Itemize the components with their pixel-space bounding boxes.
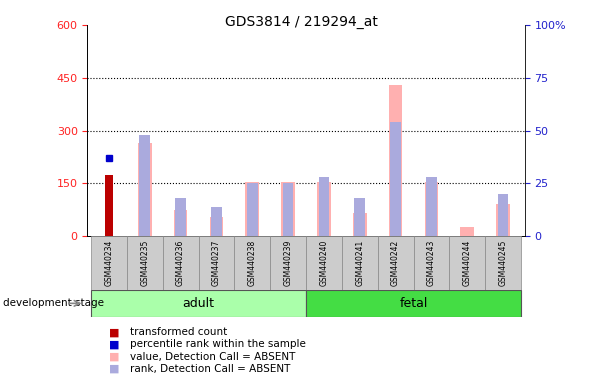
Bar (355, 198, 365, 236)
Text: ■: ■ (109, 339, 120, 349)
Text: GSM440235: GSM440235 (140, 240, 150, 286)
Bar (105, 175, 113, 236)
Text: GSM440241: GSM440241 (355, 240, 364, 286)
Text: GSM440236: GSM440236 (176, 240, 185, 286)
Bar (389, 85, 402, 236)
Bar (139, 135, 150, 236)
Bar (449, 236, 485, 290)
Bar (247, 184, 257, 236)
Bar (377, 236, 414, 290)
Text: ■: ■ (109, 352, 120, 362)
Bar (235, 236, 270, 290)
Text: GSM440242: GSM440242 (391, 240, 400, 286)
Bar (306, 290, 521, 317)
Text: ■: ■ (109, 364, 120, 374)
Text: value, Detection Call = ABSENT: value, Detection Call = ABSENT (130, 352, 295, 362)
Bar (127, 236, 163, 290)
Bar (281, 182, 295, 236)
Bar (353, 213, 367, 236)
Bar (426, 177, 437, 236)
Bar (175, 198, 186, 236)
Text: ■: ■ (109, 327, 120, 337)
Bar (211, 207, 222, 236)
Bar (485, 236, 521, 290)
Text: adult: adult (183, 297, 215, 310)
Bar (497, 194, 508, 236)
Bar (414, 236, 449, 290)
Bar (342, 236, 377, 290)
Bar (283, 184, 294, 236)
Bar (317, 182, 331, 236)
Bar (496, 204, 510, 236)
Bar (318, 177, 329, 236)
Bar (138, 143, 151, 236)
Text: rank, Detection Call = ABSENT: rank, Detection Call = ABSENT (130, 364, 290, 374)
Bar (198, 236, 235, 290)
Text: GSM440234: GSM440234 (104, 240, 113, 286)
Bar (210, 217, 223, 236)
Text: GSM440240: GSM440240 (320, 240, 329, 286)
Bar (163, 236, 198, 290)
Bar (425, 182, 438, 236)
Bar (245, 182, 259, 236)
Bar (306, 236, 342, 290)
Bar (174, 210, 188, 236)
Text: GDS3814 / 219294_at: GDS3814 / 219294_at (225, 15, 378, 29)
Text: GSM440238: GSM440238 (248, 240, 257, 286)
Bar (390, 122, 401, 236)
Text: percentile rank within the sample: percentile rank within the sample (130, 339, 306, 349)
Text: GSM440243: GSM440243 (427, 240, 436, 286)
Bar (270, 236, 306, 290)
Text: transformed count: transformed count (130, 327, 227, 337)
Bar (461, 227, 474, 236)
Text: GSM440239: GSM440239 (283, 240, 292, 286)
Text: development stage: development stage (3, 298, 104, 308)
Bar (91, 290, 306, 317)
Bar (91, 236, 127, 290)
Text: GSM440237: GSM440237 (212, 240, 221, 286)
Text: fetal: fetal (399, 297, 428, 310)
Text: GSM440245: GSM440245 (499, 240, 508, 286)
Text: GSM440244: GSM440244 (463, 240, 472, 286)
